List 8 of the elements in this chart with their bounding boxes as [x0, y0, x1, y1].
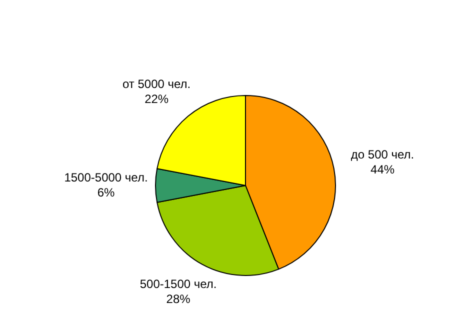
data-label: 6%	[97, 186, 115, 200]
slice-label: до 500 чел.	[350, 148, 414, 162]
data-label: 28%	[166, 292, 191, 306]
slice-label: от 5000 чел.	[122, 76, 191, 91]
data-label: 22%	[144, 92, 169, 106]
data-label: 44%	[370, 162, 395, 177]
slice-label: 500-1500 чел.	[140, 276, 217, 291]
slice-label: 1500-5000 чел.	[64, 170, 148, 184]
